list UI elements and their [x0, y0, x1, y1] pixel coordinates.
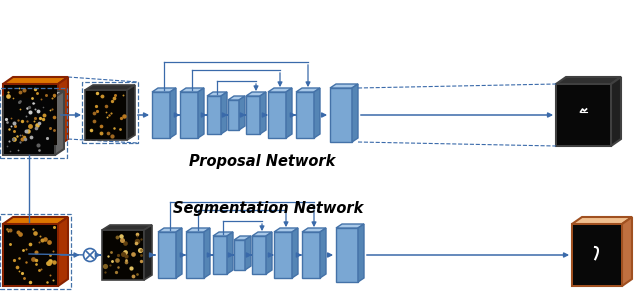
Polygon shape [292, 228, 298, 278]
Polygon shape [152, 88, 176, 92]
Polygon shape [302, 228, 326, 232]
Polygon shape [234, 240, 245, 270]
Polygon shape [144, 225, 152, 280]
Polygon shape [252, 232, 272, 236]
Polygon shape [152, 92, 170, 138]
Polygon shape [170, 88, 176, 138]
Polygon shape [204, 228, 210, 278]
Polygon shape [180, 92, 198, 138]
Polygon shape [3, 217, 68, 224]
Polygon shape [274, 228, 298, 232]
Polygon shape [246, 92, 266, 96]
Text: Proposal Network: Proposal Network [189, 153, 335, 168]
Polygon shape [330, 84, 358, 88]
Polygon shape [3, 224, 58, 286]
Polygon shape [58, 217, 68, 286]
Polygon shape [3, 91, 64, 97]
Polygon shape [234, 236, 251, 240]
Polygon shape [268, 88, 292, 92]
Polygon shape [268, 92, 286, 138]
Polygon shape [186, 228, 210, 232]
Polygon shape [572, 224, 622, 286]
Polygon shape [180, 88, 204, 92]
Text: Segmentation Network: Segmentation Network [173, 201, 363, 217]
Polygon shape [260, 92, 266, 134]
Polygon shape [358, 224, 364, 282]
Polygon shape [336, 224, 364, 228]
Polygon shape [207, 96, 221, 134]
Polygon shape [572, 217, 632, 224]
Polygon shape [3, 97, 55, 155]
Polygon shape [227, 232, 233, 274]
Polygon shape [186, 232, 204, 278]
Polygon shape [314, 88, 320, 138]
Polygon shape [85, 90, 127, 140]
Polygon shape [86, 91, 126, 139]
Bar [0, 214, 71, 289]
Polygon shape [3, 77, 68, 84]
Polygon shape [4, 98, 54, 154]
Polygon shape [102, 230, 144, 280]
Polygon shape [274, 232, 292, 278]
Polygon shape [266, 232, 272, 274]
Polygon shape [296, 88, 320, 92]
Polygon shape [102, 225, 152, 230]
Polygon shape [158, 228, 182, 232]
Polygon shape [246, 96, 260, 134]
Bar [82, 82, 138, 143]
Polygon shape [622, 217, 632, 286]
Polygon shape [252, 236, 266, 274]
Polygon shape [158, 232, 176, 278]
Polygon shape [213, 236, 227, 274]
Polygon shape [4, 225, 57, 285]
Polygon shape [286, 88, 292, 138]
Polygon shape [221, 92, 227, 134]
Polygon shape [557, 85, 610, 145]
Polygon shape [55, 91, 64, 155]
Polygon shape [3, 84, 58, 146]
Polygon shape [127, 85, 135, 140]
Polygon shape [556, 84, 611, 146]
Polygon shape [198, 88, 204, 138]
Circle shape [84, 249, 96, 261]
Polygon shape [302, 232, 320, 278]
Polygon shape [556, 77, 621, 84]
Polygon shape [58, 77, 68, 146]
Polygon shape [4, 85, 57, 145]
Bar [0, 88, 67, 158]
Polygon shape [103, 231, 143, 279]
Polygon shape [176, 228, 182, 278]
Polygon shape [85, 85, 135, 90]
Polygon shape [352, 84, 358, 142]
Polygon shape [336, 228, 358, 282]
Polygon shape [296, 92, 314, 138]
Polygon shape [228, 96, 245, 100]
Polygon shape [611, 77, 621, 146]
Polygon shape [213, 232, 233, 236]
Polygon shape [207, 92, 227, 96]
Polygon shape [228, 100, 239, 130]
Polygon shape [573, 225, 621, 285]
Polygon shape [330, 88, 352, 142]
Polygon shape [245, 236, 251, 270]
Polygon shape [239, 96, 245, 130]
Polygon shape [320, 228, 326, 278]
